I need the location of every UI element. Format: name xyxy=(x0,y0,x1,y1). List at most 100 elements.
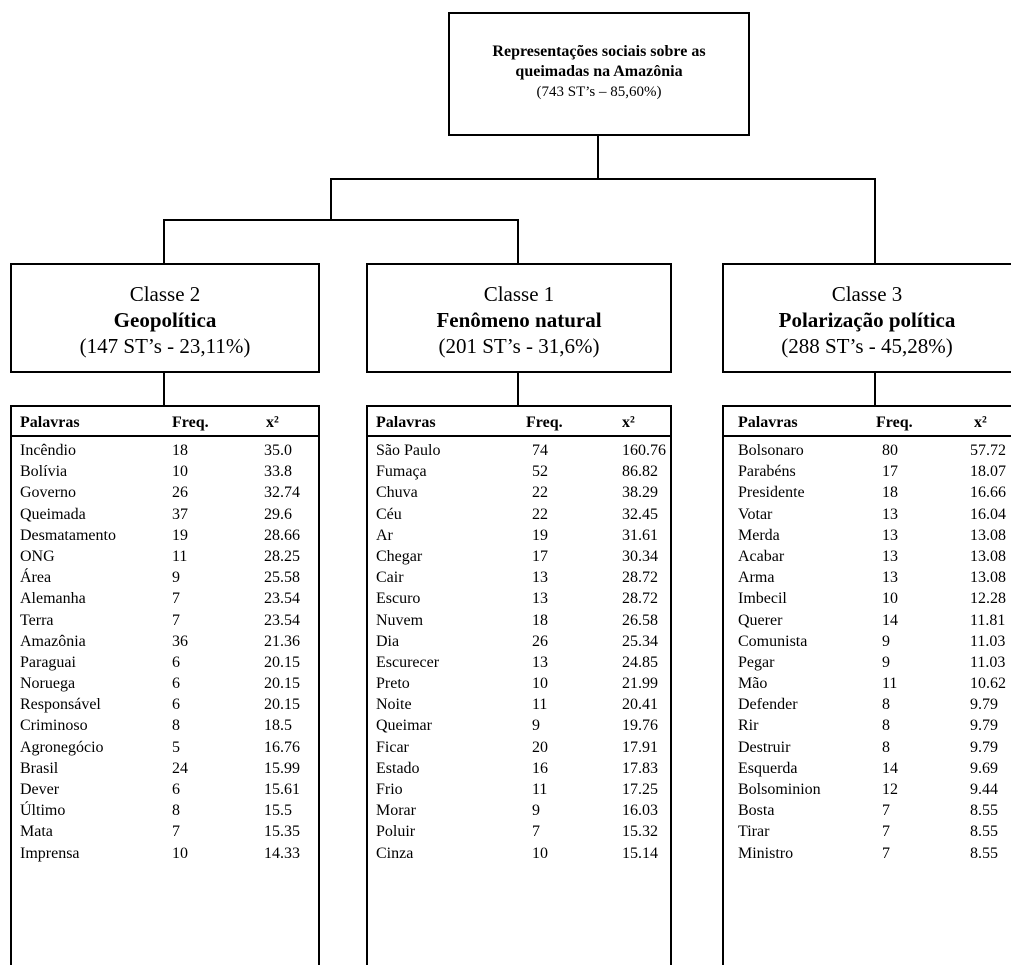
freq-cell: 74 xyxy=(532,442,548,459)
chi-cell: 25.58 xyxy=(264,569,300,587)
word-cell: ONG xyxy=(20,547,55,565)
freq-cell: 7 xyxy=(172,611,180,629)
header-chi: x² xyxy=(266,414,279,431)
chi-cell: 32.45 xyxy=(622,505,658,523)
class-count: (288 ST’s - 45,28%) xyxy=(781,334,953,358)
word-cell: Votar xyxy=(738,505,773,523)
word-cell: Dia xyxy=(376,632,400,650)
freq-cell: 24 xyxy=(172,759,188,777)
table-row: Terra 7 23.54 xyxy=(12,609,318,630)
freq-cell: 9 xyxy=(532,717,540,735)
freq-cell: 19 xyxy=(532,526,548,544)
word-cell: Estado xyxy=(376,759,420,777)
table-row: Frio 11 17.25 xyxy=(368,778,670,799)
chi-cell: 15.99 xyxy=(264,759,300,777)
freq-cell: 7 xyxy=(532,823,540,841)
word-cell: Bolsominion xyxy=(738,781,821,798)
connector-class1-down xyxy=(517,219,519,263)
freq-cell: 10 xyxy=(882,590,898,608)
chi-cell: 16.04 xyxy=(970,505,1006,523)
connector-left-horizontal xyxy=(163,219,519,221)
freq-cell: 7 xyxy=(882,802,890,820)
table-row: Noruega 6 20.15 xyxy=(12,672,318,693)
freq-cell: 16 xyxy=(532,759,548,777)
word-cell: Ar xyxy=(376,526,393,544)
word-cell: Terra xyxy=(20,611,54,629)
chi-cell: 86.82 xyxy=(622,463,658,481)
table-row: Cair 13 28.72 xyxy=(368,566,670,587)
header-words: Palavras xyxy=(376,414,436,431)
table-row: Imbecil 10 12.28 xyxy=(724,587,1011,608)
chi-cell: 28.72 xyxy=(622,569,658,587)
table-row: Nuvem 18 26.58 xyxy=(368,609,670,630)
word-cell: Desmatamento xyxy=(20,526,116,544)
root-count: (743 ST’s – 85,60%) xyxy=(536,84,662,100)
chi-cell: 33.8 xyxy=(264,463,292,481)
root-title-line1: Representações sociais sobre as xyxy=(492,43,706,60)
table-row: Votar 13 16.04 xyxy=(724,503,1011,524)
word-cell: Fumaça xyxy=(376,463,427,481)
word-cell: Escurecer xyxy=(376,653,440,671)
chi-cell: 19.76 xyxy=(622,717,658,735)
chi-cell: 11.81 xyxy=(970,611,1006,629)
word-cell: Escuro xyxy=(376,590,421,608)
table-row: Dever 6 15.61 xyxy=(12,778,318,799)
table-row: Bosta 7 8.55 xyxy=(724,799,1011,820)
table-body: Incêndio 18 35.0 Bolívia 10 33.8 Governo 26 32.7… xyxy=(12,437,318,863)
freq-cell: 13 xyxy=(882,547,898,565)
table-row: Defender 8 9.79 xyxy=(724,693,1011,714)
word-cell: Presidente xyxy=(738,484,805,502)
word-cell: Queimada xyxy=(20,505,86,523)
table-body: São Paulo 74 160.76 Fumaça 52 86.82 Chuva 22 38.… xyxy=(368,437,670,863)
word-cell: Noite xyxy=(376,696,412,714)
freq-cell: 9 xyxy=(882,632,890,650)
chi-cell: 30.34 xyxy=(622,547,658,565)
word-cell: Nuvem xyxy=(376,611,424,629)
class-3-node: Classe 3 Polarização política (288 ST’s … xyxy=(722,263,1011,373)
table-row: Amazônia 36 21.36 xyxy=(12,630,318,651)
word-cell: Ficar xyxy=(376,738,409,756)
word-cell: Poluir xyxy=(376,823,416,841)
table-row: Chegar 17 30.34 xyxy=(368,545,670,566)
chi-cell: 14.33 xyxy=(264,844,300,862)
word-cell: Responsável xyxy=(20,696,101,714)
table-header: Palavras Freq. x² xyxy=(12,407,318,437)
chi-cell: 8.55 xyxy=(970,802,998,820)
chi-cell: 24.85 xyxy=(622,653,658,671)
word-cell: Esquerda xyxy=(738,759,798,777)
chi-cell: 16.76 xyxy=(264,738,300,756)
word-cell: Pegar xyxy=(738,653,775,671)
table-row: Governo 26 32.74 xyxy=(12,481,318,502)
header-chi: x² xyxy=(622,414,635,431)
class-3-word-table: Palavras Freq. x² Bolsonaro 80 57.72 Parabé… xyxy=(722,405,1011,965)
freq-cell: 11 xyxy=(532,696,548,714)
freq-cell: 11 xyxy=(882,675,898,693)
word-cell: Preto xyxy=(376,675,410,693)
table-row: Fumaça 52 86.82 xyxy=(368,460,670,481)
word-cell: Rir xyxy=(738,717,759,735)
freq-cell: 8 xyxy=(172,717,180,735)
class-2-word-table: Palavras Freq. x² Incêndio 18 35.0 Bolívia 1… xyxy=(10,405,320,965)
chi-cell: 16.66 xyxy=(970,484,1006,502)
freq-cell: 80 xyxy=(882,442,898,459)
word-cell: Bosta xyxy=(738,802,775,820)
chi-cell: 15.14 xyxy=(622,844,658,862)
word-cell: Bolsonaro xyxy=(738,442,804,459)
chi-cell: 11.03 xyxy=(970,632,1006,650)
table-row: Noite 11 20.41 xyxy=(368,693,670,714)
word-cell: Destruir xyxy=(738,738,791,756)
word-cell: Chegar xyxy=(376,547,423,565)
table-row: Bolívia 10 33.8 xyxy=(12,460,318,481)
connector-left-down xyxy=(330,178,332,220)
table-row: Queimar 9 19.76 xyxy=(368,714,670,735)
connector-class3-down xyxy=(874,178,876,263)
word-cell: Acabar xyxy=(738,547,785,565)
class-label: Classe 3 xyxy=(831,282,903,306)
chi-cell: 17.83 xyxy=(622,759,658,777)
word-cell: Mata xyxy=(20,823,53,841)
freq-cell: 20 xyxy=(532,738,548,756)
connector-top-horizontal xyxy=(330,178,876,180)
word-cell: Governo xyxy=(20,484,76,502)
root-node: Representações sociais sobre as queimada… xyxy=(448,12,750,136)
word-cell: Tirar xyxy=(738,823,770,841)
